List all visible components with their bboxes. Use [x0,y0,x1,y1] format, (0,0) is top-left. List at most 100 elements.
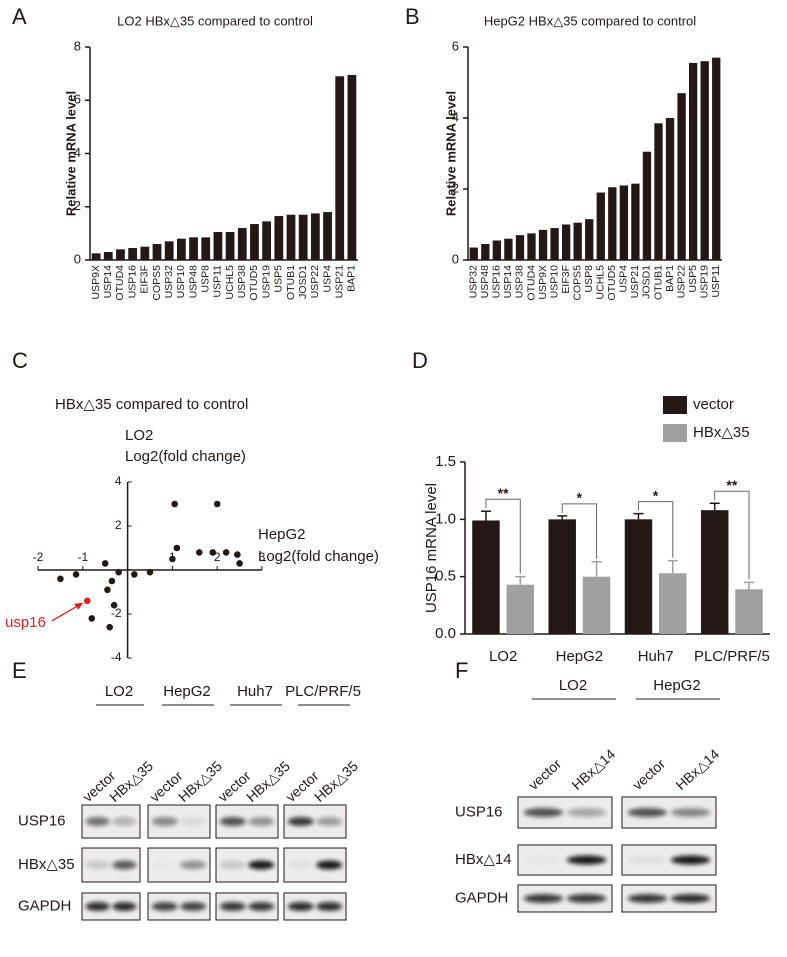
chart-title: LO2 HBx△35 compared to control [117,13,313,28]
y-tick-label: 0.0 [435,625,456,642]
bar [561,224,571,260]
row-label: HBx△35 [18,856,75,873]
significance-label: * [653,487,659,503]
point [213,500,221,508]
x-tick-label: JOSD1 [641,265,653,299]
point [110,601,118,609]
x-tick-label: USP22 [675,265,687,298]
x-tick-label: USP19 [260,265,272,298]
x-tick-label: USP38 [514,265,526,298]
row-label: GAPDH [455,889,508,906]
bar [582,576,611,634]
blot-band [566,855,607,865]
x-tick-label: HepG2 [556,648,604,665]
y-tick-label: 6 [74,92,81,107]
point [106,623,113,631]
point [115,568,122,576]
y-tick-label: 8 [74,38,81,53]
point [101,560,109,567]
x-axis-label: Log2(fold change) [258,548,379,565]
significance-bracket [637,501,674,558]
row-label: HBx△14 [455,851,512,868]
x-tick-label: OTUD5 [248,265,260,301]
row-label: USP16 [18,812,66,829]
point [108,577,116,585]
x-tick-label: USP10 [175,265,187,298]
significance-bracket [714,490,750,580]
panel-label: D [412,348,428,373]
bar [527,233,536,260]
blot-band [627,894,668,903]
blot-band [180,860,207,870]
blot-band [523,808,564,817]
point [173,544,181,552]
bar [472,520,500,634]
y-tick-label: -2 [111,606,122,620]
y-tick-label: 4 [452,109,459,124]
y-axis-label: Relative mRNA level [443,91,458,216]
y-tick-label: 2 [74,198,81,213]
bar [654,123,663,260]
blot-band [180,817,207,826]
blot-band [524,856,563,865]
annotation-arrowhead [74,602,84,610]
x-tick-label: USP9X [537,265,549,299]
x-tick-label: USP48 [479,265,491,298]
x-tick-label: UCHL5 [595,265,607,300]
row-label: GAPDH [18,897,71,914]
point [104,586,111,594]
error-bar [744,581,755,590]
bar [323,212,332,260]
x-tick-label: BAP1 [664,265,676,292]
lane-label: vector [525,755,564,793]
significance-bracket [561,503,598,559]
point [83,597,91,605]
lane-label: vector [629,755,668,793]
y-tick-label: 4 [115,474,122,488]
y-axis-label: Relative mRNA level [63,91,78,216]
blot-band [151,902,178,911]
bar [608,187,617,260]
bar [225,232,235,260]
significance-label: ** [498,485,509,501]
x-tick-label: USP11 [710,265,722,298]
annotation: usp16 [5,614,46,631]
x-tick-label: USP48 [187,265,199,298]
y-tick-label: 0 [452,251,459,266]
x-tick-label: USP8 [200,265,212,293]
error-bar [480,510,491,521]
blot-band [287,902,314,911]
bar [310,213,320,260]
blot-band [316,817,343,826]
x-tick-label: BAP1 [346,265,358,292]
bar [631,183,640,260]
blot-band [219,860,246,870]
bar [469,247,478,260]
blot-band [670,855,711,865]
bar [619,185,629,260]
bar [515,235,525,260]
chart-title: HepG2 HBx△35 compared to control [484,13,696,28]
blot-band [219,817,246,826]
y-tick-label: 0 [74,251,81,266]
blot-band [112,902,137,911]
x-tick-label: COPS5 [571,265,583,301]
x-tick-label: USP10 [548,265,560,298]
y-tick-label: 2 [452,180,459,195]
y-tick-label: 0.5 [435,568,456,585]
y-axis-label: LO2 [125,427,153,444]
bar [665,118,675,260]
bar [250,224,259,260]
x-tick-label: USP5 [273,265,285,293]
panel-label: F [455,658,468,683]
bar [550,228,559,260]
x-tick-label: USP21 [334,265,346,298]
bar [688,62,698,260]
bar [712,57,721,261]
x-tick-label: USP38 [236,265,248,298]
x-tick-label: PLC/PRF/5 [694,648,770,665]
panel-label: E [12,658,27,683]
y-axis-label: Log2(fold change) [125,448,246,465]
bar [596,192,605,260]
